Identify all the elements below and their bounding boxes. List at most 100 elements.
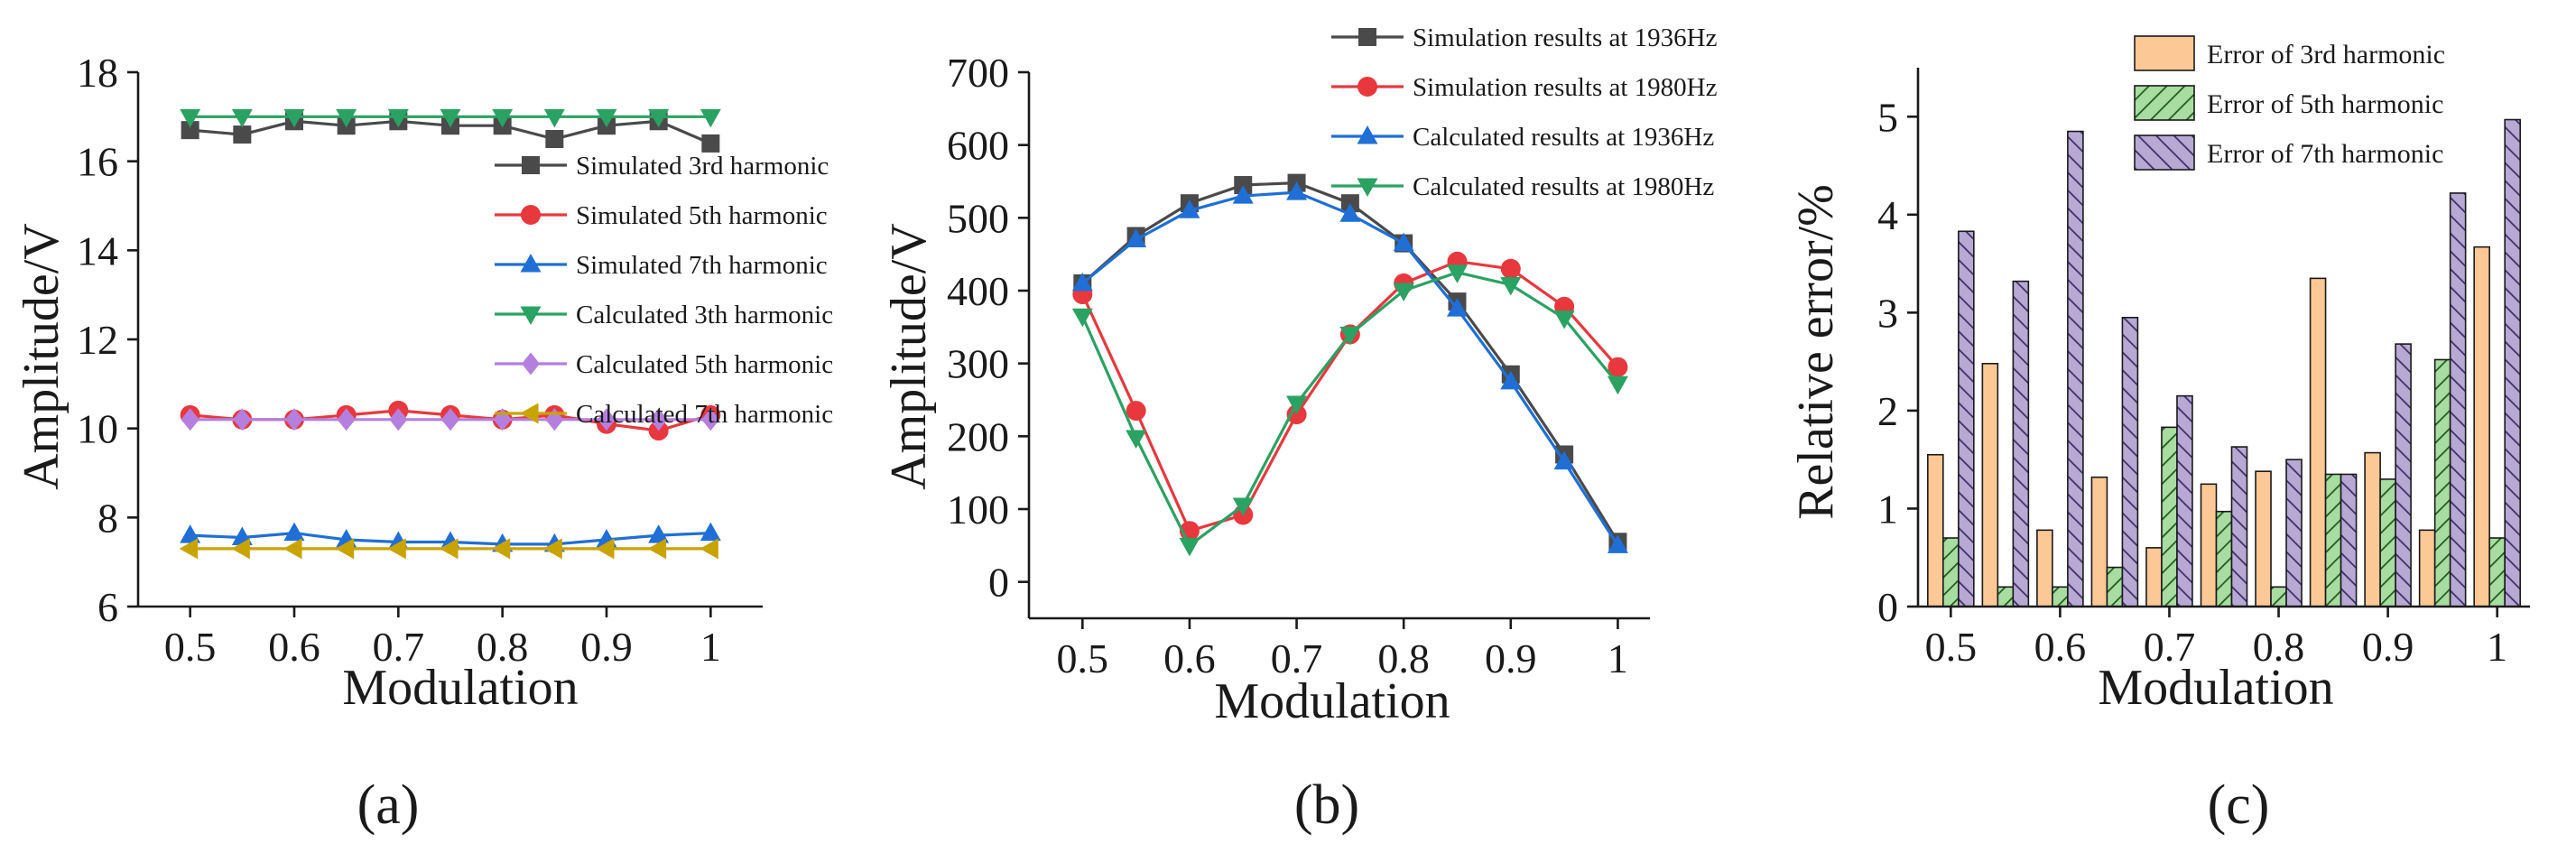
chart-b-ytick-label: 700 (947, 50, 1009, 96)
chart-c-bar (2090, 476, 2108, 607)
chart-a-ytick-label: 12 (77, 317, 118, 363)
chart-c-marks (1927, 118, 2521, 607)
chart-a-legend: Simulated 3rd harmonic Simulated 5th harm… (495, 152, 833, 429)
chart-c-axes: 0.5 0.6 0.7 0.8 0.9 1 0 1 2 3 4 5 (1877, 68, 2530, 670)
chart-c-bar (1997, 586, 2015, 607)
chart-b-xtick-label: 0.7 (1271, 635, 1323, 681)
chart-a-data-point (649, 408, 668, 431)
chart-b-data-point (1286, 404, 1307, 425)
chart-a-xtick-label: 0.8 (477, 624, 529, 670)
chart-b-data-point (1553, 450, 1575, 470)
chart-a-data-point (492, 108, 514, 128)
chart-c-ytick-label: 5 (1877, 94, 1898, 140)
chart-b: 0.5 0.6 0.7 0.8 0.9 1 0 100 200 300 400 500 600 700 S… (881, 23, 1718, 836)
chart-b-data-point (1286, 395, 1308, 415)
chart-c-ytick-label: 0 (1877, 584, 1898, 630)
chart-c-bar (2270, 586, 2287, 607)
chart-a-data-point (596, 538, 615, 560)
chart-b-legend-label: Simulation results at 1936Hz (1413, 23, 1718, 52)
chart-c-ytick-label: 1 (1877, 486, 1898, 532)
chart-c-bar (2012, 280, 2030, 607)
chart-b-data-point (1339, 326, 1361, 346)
chart-c-legend-label: Error of 5th harmonic (2207, 89, 2443, 119)
chart-a-legend-marker (521, 205, 541, 225)
chart-b-xtick-label: 0.5 (1057, 635, 1109, 681)
chart-b-axes: 0.5 0.6 0.7 0.8 0.9 1 0 100 200 300 400 500 600 700 (947, 50, 1650, 681)
chart-b-data-point (1232, 185, 1254, 204)
chart-a-legend-label: Simulated 3rd harmonic (576, 152, 829, 181)
chart-a-legend-marker (520, 403, 539, 424)
chart-b-ytick-label: 300 (947, 341, 1009, 387)
chart-c-bar (2215, 510, 2233, 607)
chart-a-data-point (336, 108, 357, 128)
chart-c-xtick-label: 0.5 (1925, 624, 1978, 670)
chart-a-ytick-label: 10 (77, 406, 118, 452)
chart-c-legend-label: Error of 3rd harmonic (2207, 40, 2445, 70)
chart-b-data-point (1607, 534, 1628, 553)
chart-a-data-point (283, 538, 302, 560)
chart-a-xtick-label: 0.6 (268, 624, 320, 670)
chart-b-data-point (1607, 375, 1628, 395)
chart-c-bar (2433, 358, 2451, 607)
chart-c-legend-label: Error of 7th harmonic (2207, 139, 2443, 169)
chart-c-bar (2309, 277, 2327, 607)
chart-c-xtick-label: 0.6 (2034, 624, 2087, 670)
chart-a-data-point (491, 538, 511, 560)
chart-c-bar (2473, 246, 2490, 607)
chart-a-data-point (700, 538, 718, 560)
chart-b-legend-label: Simulation results at 1980Hz (1413, 73, 1718, 102)
chart-b-data-point (1286, 181, 1308, 200)
chart-b-data-point (1126, 430, 1147, 449)
chart-b-ytick-label: 400 (947, 268, 1009, 314)
chart-c-ytick-label: 3 (1877, 290, 1898, 336)
chart-c: 0.5 0.6 0.7 0.8 0.9 1 0 1 2 3 4 5 Error of 3rd harm… (1788, 35, 2530, 836)
chart-a-data-point (648, 524, 670, 543)
chart-a-legend-label: Calculated 7th harmonic (576, 400, 833, 429)
chart-b-xlabel: Modulation (1214, 673, 1450, 729)
chart-b-legend-marker (1357, 125, 1378, 144)
chart-b-xtick-label: 1 (1608, 635, 1628, 681)
chart-b-ytick-label: 500 (947, 195, 1009, 241)
chart-b-data-point (1446, 298, 1468, 317)
chart-c-bar (2161, 426, 2178, 607)
chart-c-ylabel: Relative error/% (1788, 184, 1844, 520)
chart-a-ytick-label: 6 (97, 584, 118, 630)
chart-c-bar (2230, 446, 2248, 607)
chart-c-bar (1981, 363, 1999, 607)
chart-b-data-point (1608, 357, 1628, 377)
chart-c-bar (2255, 470, 2272, 607)
chart-c-legend-swatch (2134, 134, 2195, 171)
chart-a-xtick-label: 0.9 (580, 624, 633, 670)
chart-c-bar (1942, 537, 1960, 607)
chart-b-xtick-label: 0.9 (1485, 635, 1537, 681)
chart-c-bar (2036, 529, 2053, 607)
chart-c-legend: Error of 3rd harmonic Error of 5th harmon… (2134, 35, 2445, 171)
chart-c-bar (1958, 230, 1975, 607)
chart-a-data-point (440, 108, 461, 128)
chart-a-data-point (389, 408, 408, 431)
chart-a-data-point (387, 538, 406, 560)
chart-b-ytick-label: 200 (947, 413, 1009, 459)
chart-a-data-point (285, 408, 303, 431)
chart-c-xtick-label: 0.9 (2362, 624, 2414, 670)
chart-b-data-point (1553, 311, 1575, 329)
chart-c-xlabel: Modulation (2098, 660, 2333, 716)
chart-a-legend-label: Calculated 3th harmonic (576, 301, 833, 329)
chart-c-bar (2285, 459, 2303, 607)
chart-b-data-point (1500, 258, 1521, 279)
chart-a-data-point (337, 408, 356, 431)
chart-b-data-point (1500, 370, 1522, 390)
chart-b-xtick-label: 0.8 (1377, 635, 1430, 681)
chart-b-legend-marker (1358, 28, 1376, 46)
chart-a-data-point (545, 130, 564, 148)
chart-b-legend-label: Calculated results at 1980Hz (1413, 172, 1714, 201)
chart-b-ylabel: Amplitude/V (881, 223, 937, 490)
chart-a-data-point (387, 108, 409, 128)
chart-b-legend-label: Calculated results at 1936Hz (1413, 123, 1714, 152)
chart-a-data-point (701, 408, 720, 431)
chart-b-marks (1071, 173, 1628, 557)
chart-c-xtick-label: 1 (2487, 624, 2507, 670)
chart-a-data-point (233, 408, 252, 431)
chart-c-bar (2418, 529, 2436, 607)
